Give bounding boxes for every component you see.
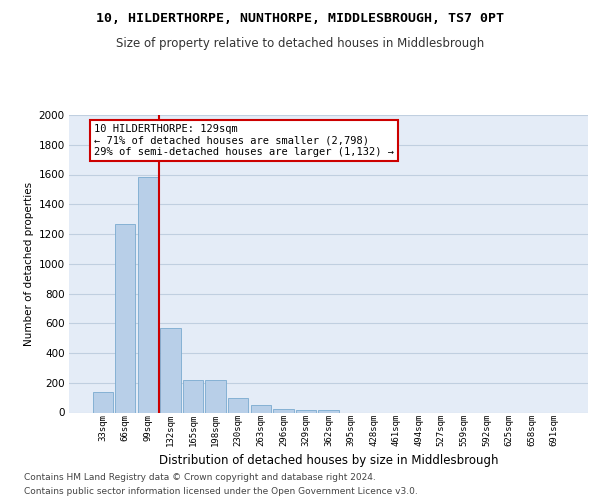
- Bar: [228, 398, 248, 412]
- Bar: [319, 410, 338, 412]
- X-axis label: Distribution of detached houses by size in Middlesbrough: Distribution of detached houses by size …: [159, 454, 498, 468]
- Bar: [92, 392, 113, 412]
- Y-axis label: Number of detached properties: Number of detached properties: [25, 182, 34, 346]
- Bar: [273, 409, 293, 412]
- Text: 10, HILDERTHORPE, NUNTHORPE, MIDDLESBROUGH, TS7 0PT: 10, HILDERTHORPE, NUNTHORPE, MIDDLESBROU…: [96, 12, 504, 26]
- Bar: [138, 178, 158, 412]
- Text: Contains public sector information licensed under the Open Government Licence v3: Contains public sector information licen…: [24, 488, 418, 496]
- Bar: [115, 224, 136, 412]
- Bar: [251, 405, 271, 412]
- Bar: [160, 328, 181, 412]
- Bar: [296, 410, 316, 412]
- Bar: [183, 380, 203, 412]
- Bar: [205, 380, 226, 412]
- Text: Contains HM Land Registry data © Crown copyright and database right 2024.: Contains HM Land Registry data © Crown c…: [24, 472, 376, 482]
- Text: Size of property relative to detached houses in Middlesbrough: Size of property relative to detached ho…: [116, 38, 484, 51]
- Text: 10 HILDERTHORPE: 129sqm
← 71% of detached houses are smaller (2,798)
29% of semi: 10 HILDERTHORPE: 129sqm ← 71% of detache…: [94, 124, 394, 157]
